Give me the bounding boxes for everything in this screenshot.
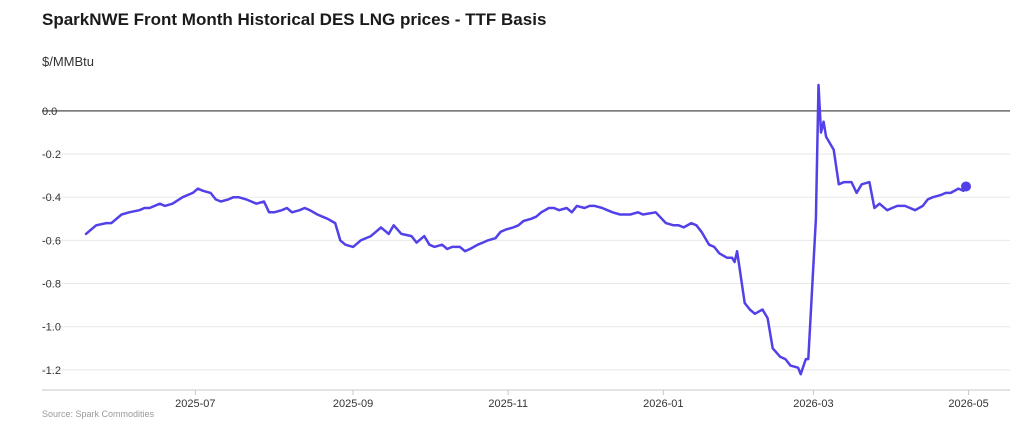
source-note: Source: Spark Commodities — [42, 409, 155, 419]
y-tick-label: 0.0 — [42, 106, 57, 118]
x-tick-label: 2026-01 — [643, 398, 683, 410]
y-tick-label: -0.4 — [42, 192, 61, 204]
series-layer — [84, 83, 971, 376]
x-tick-label: 2025-09 — [333, 398, 373, 410]
y-tick-labels: 0.0 -0.2 -0.4 -0.6 -0.8 -1.0 -1.2 — [42, 106, 61, 377]
series-line — [84, 83, 968, 376]
y-tick-label: -0.2 — [42, 149, 61, 161]
y-tick-label: -0.6 — [42, 235, 61, 247]
y-tick-label: -0.8 — [42, 279, 61, 291]
x-tick-label: 2025-07 — [175, 398, 215, 410]
last-point-marker — [961, 181, 971, 192]
x-axis: 2025-07 2025-09 2025-11 2026-01 2026-03 2026-… — [42, 389, 1010, 410]
x-tick-label: 2025-11 — [488, 398, 528, 410]
y-tick-label: -1.2 — [42, 365, 61, 377]
y-axis-unit-label: $/MMBtu — [42, 54, 95, 69]
x-tick-label: 2026-03 — [793, 398, 833, 410]
x-tick-label: 2026-05 — [948, 398, 988, 410]
chart-title: SparkNWE Front Month Historical DES LNG … — [42, 10, 547, 29]
grid-lines — [42, 153, 1010, 371]
y-tick-label: -1.0 — [42, 322, 61, 334]
